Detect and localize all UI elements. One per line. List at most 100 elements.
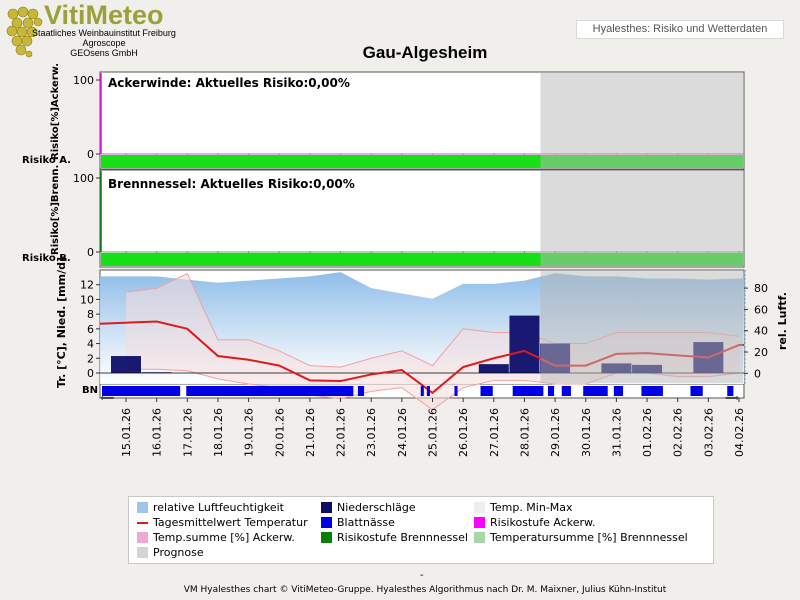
leaf-wetness-block [547,386,555,396]
leaf-wetness-block [426,386,430,396]
ytick-label-left: 6 [87,323,94,336]
risk-point [431,153,434,155]
risk-point [156,153,158,155]
legend-label: Risikostufe Ackerw. [490,516,596,529]
xtick-label: 17.01.26 [181,408,194,457]
xtick-label: 15.01.26 [120,408,133,457]
app-name-box: Hyalesthes: Risiko und Wetterdaten [576,20,784,39]
risk-a-label: Risiko A. [22,155,71,166]
ytick-label-right: 60 [754,303,768,316]
legend-label: Risikostufe Brennnessel [337,531,468,544]
ackerwinde-panel-title: Ackerwinde: Aktuelles Risiko:0,00% [108,76,350,90]
ytick-label-left: 10 [80,293,94,306]
precip-bar [111,356,141,373]
legend-label: Tagesmittelwert Temperatur [153,516,308,529]
leaf-wetness-block [690,386,703,396]
risk-point [370,153,372,155]
ytick-label-right: 20 [754,346,768,359]
legend-swatch [137,547,148,558]
xtick-label: 18.01.26 [212,408,225,457]
risk-point [186,153,188,155]
leaf-wetness-block [454,386,458,396]
weather-ylabel-right: rel. Luftf. [776,292,789,350]
weather-ylabel-left: Tr. [°C], Nied. [mm/d] [55,257,68,388]
scroll-left-icon[interactable]: ⟸ [100,393,115,404]
legend-label: Niederschläge [337,501,416,514]
xtick-label: 26.01.26 [457,408,470,457]
xtick-label: 16.01.26 [151,408,164,457]
leaf-wetness-block [480,386,493,396]
leaf-wetness-block [641,386,663,396]
leaf-wetness-block [420,386,424,396]
risk-point [156,251,158,253]
xtick-label: 22.01.26 [335,408,348,457]
legend-swatch [137,502,148,513]
xtick-label: 29.01.26 [549,408,562,457]
forecast-shade [540,271,743,383]
risk-point [493,251,495,253]
risk-point [186,251,188,253]
legend-swatch [137,522,148,524]
risk-point [462,153,464,155]
legend-label: Prognose [153,546,204,559]
leaf-wetness-block [583,386,608,396]
forecast-shade [540,73,743,168]
grape-logo-icon [6,6,43,58]
xtick-label: 28.01.26 [518,408,531,457]
ytick-label-left: 12 [80,279,94,292]
xtick-label: 04.02.26 [733,408,746,457]
ytick-label: 0 [87,246,94,259]
legend-swatch [474,502,485,513]
ytick-label-left: 8 [87,308,94,321]
xtick-label: 30.01.26 [580,408,593,457]
risk-point [248,251,250,253]
risk-point [309,153,311,155]
ytick-label-left: 2 [87,352,94,365]
legend-swatch [321,532,332,543]
ytick-label: 100 [73,172,94,185]
legend-swatch [137,532,148,543]
ytick-label-right: 0 [754,367,761,380]
risk-point [493,153,495,155]
ytick-label-left: 4 [87,338,94,351]
risk-point [278,153,280,155]
risk-point [217,251,219,253]
legend-swatch [474,517,485,528]
leaf-wetness-block [613,386,624,396]
leaf-wetness-block [102,386,181,396]
risk-point [339,251,342,253]
logo-text: VitiMeteo [44,0,164,30]
ytick-label: 100 [73,74,94,87]
xtick-label: 24.01.26 [396,408,409,457]
scroll-right-icon[interactable]: ⟹ [725,393,740,404]
legend-label: relative Luftfeuchtigkeit [153,501,284,514]
risk-point [125,251,127,253]
ytick-label-right: 80 [754,282,768,295]
xtick-label: 27.01.26 [488,408,501,457]
xtick-label: 20.01.26 [273,408,286,457]
xtick-label: 03.02.26 [702,408,715,457]
risk-point [278,251,280,253]
risk-point [431,251,434,253]
risk-point [248,153,250,155]
leaf-wetness-block [186,386,354,396]
legend-swatch [321,517,332,528]
leaf-wetness-block [357,386,365,396]
risk-point [370,251,372,253]
xtick-label: 02.02.26 [672,408,685,457]
leaf-wetness-block [727,386,734,396]
org-line-1: Staatliches Weinbauinstitut Freiburg [32,28,176,38]
org-line-2: Agroscope [82,38,126,48]
xtick-label: 19.01.26 [243,408,256,457]
brennnessel-ylabel: Risiko[%]Brenn. [50,164,61,255]
ytick-label-left: 0 [87,367,94,380]
risk-point [401,153,403,155]
leaf-wetness-block [512,386,544,396]
legend-swatch [474,532,485,543]
xtick-label: 31.01.26 [610,408,623,457]
xtick-label: 23.01.26 [365,408,378,457]
ytick-label-right: 40 [754,325,768,338]
brennnessel-panel-title: Brennnessel: Aktuelles Risiko:0,00% [108,177,355,191]
org-line-3: GEOsens GmbH [70,48,138,58]
footer-text: VM Hyalesthes chart © VitiMeteo-Gruppe. … [183,585,667,595]
